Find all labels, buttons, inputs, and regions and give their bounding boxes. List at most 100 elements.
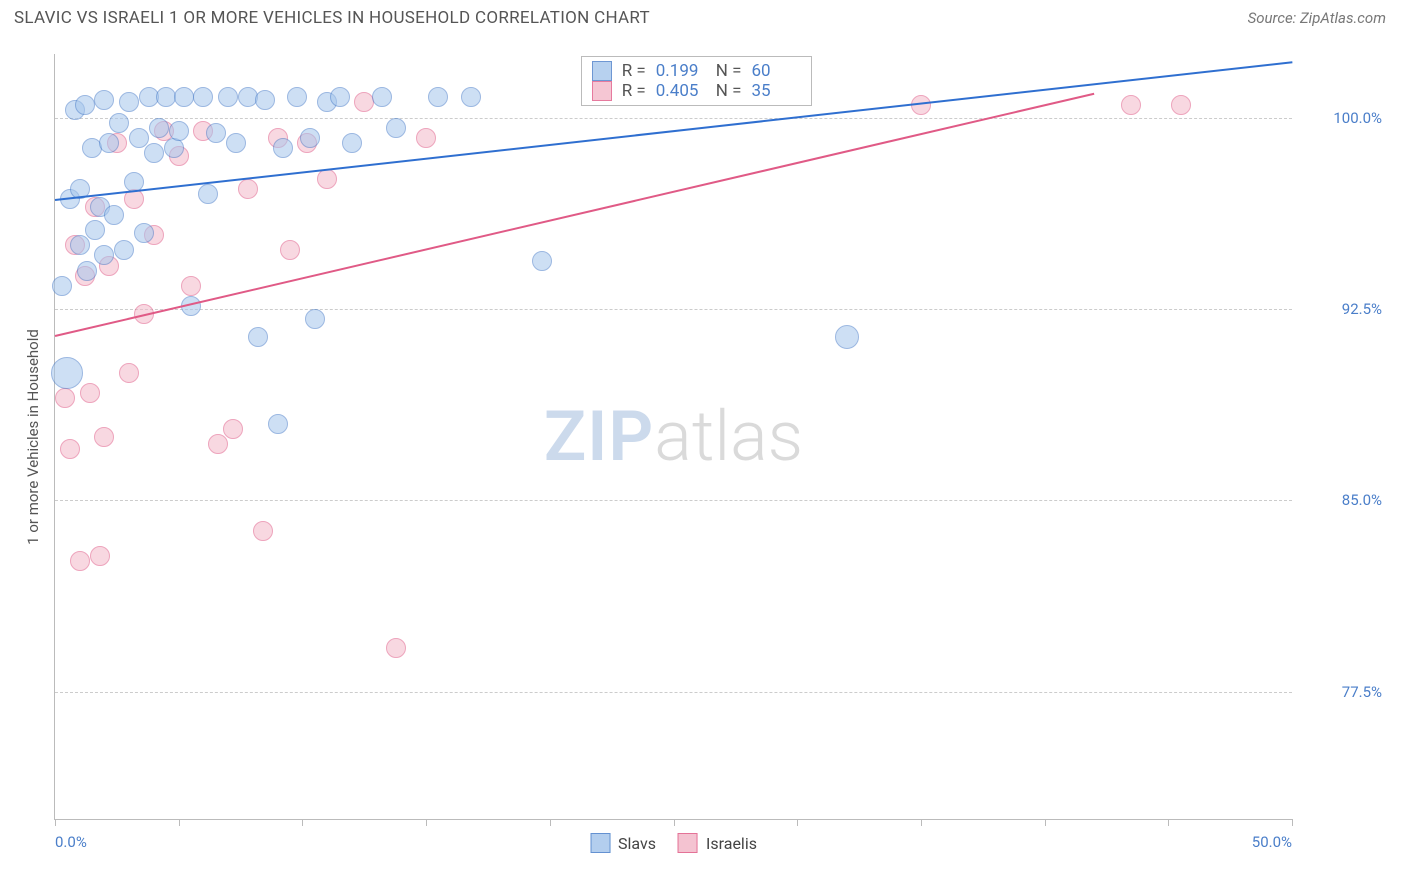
slavs-point (330, 87, 350, 107)
legend-item-slavs: Slavs (590, 833, 656, 853)
gridline (55, 309, 1292, 310)
n-label: N = (716, 81, 742, 101)
israelis-point (317, 169, 337, 189)
slavs-point (134, 223, 154, 243)
x-tick (1292, 819, 1293, 826)
slavs-point (287, 87, 307, 107)
israelis-point (55, 388, 75, 408)
legend-item-israelis: Israelis (678, 833, 757, 853)
slavs-point (129, 128, 149, 148)
slavs-point (532, 251, 552, 271)
slavs-point (52, 276, 72, 296)
israelis-point (280, 240, 300, 260)
slavs-point (218, 87, 238, 107)
slavs-point (94, 245, 114, 265)
y-axis-label: 1 or more Vehicles in Household (24, 329, 42, 545)
slavs-point (226, 133, 246, 153)
r-value: 0.199 (656, 61, 706, 81)
slavs-point (372, 87, 392, 107)
slavs-point (169, 121, 189, 141)
israelis-point (238, 179, 258, 199)
israelis-point (70, 551, 90, 571)
gridline (55, 118, 1292, 119)
israelis-point (181, 276, 201, 296)
x-tick (797, 819, 798, 826)
x-tick (1168, 819, 1169, 826)
r-label: R = (622, 61, 646, 81)
r-label: R = (622, 81, 646, 101)
slavs-point (104, 205, 124, 225)
slavs-point (206, 123, 226, 143)
slavs-point (342, 133, 362, 153)
stats-row-israelis: R = 0.405 N = 35 (592, 81, 802, 101)
slavs-point (255, 90, 275, 110)
watermark-zip: ZIP (544, 396, 654, 478)
n-value: 60 (751, 61, 801, 81)
slavs-legend-swatch (590, 833, 610, 853)
israelis-swatch (592, 81, 612, 101)
watermark: ZIPatlas (544, 396, 803, 478)
slavs-swatch (592, 61, 612, 81)
gridline (55, 500, 1292, 501)
slavs-point (99, 133, 119, 153)
legend-label: Slavs (618, 834, 656, 853)
slavs-point (273, 138, 293, 158)
y-tick-label: 92.5% (1302, 300, 1382, 318)
stats-row-slavs: R = 0.199 N = 60 (592, 61, 802, 81)
slavs-point (268, 414, 288, 434)
legend-label: Israelis (706, 834, 757, 853)
x-tick-label: 50.0% (1252, 833, 1292, 851)
israelis-point (119, 363, 139, 383)
israelis-point (90, 546, 110, 566)
x-tick (550, 819, 551, 826)
slavs-point (248, 327, 268, 347)
x-tick (1045, 819, 1046, 826)
israelis-point (386, 638, 406, 658)
slavs-point (428, 87, 448, 107)
israelis-point (223, 419, 243, 439)
y-tick-label: 85.0% (1302, 491, 1382, 509)
y-tick-label: 77.5% (1302, 683, 1382, 701)
x-tick (302, 819, 303, 826)
watermark-atlas: atlas (654, 396, 803, 478)
israelis-point (1171, 95, 1191, 115)
slavs-point (70, 235, 90, 255)
slavs-point (51, 357, 83, 389)
israelis-legend-swatch (678, 833, 698, 853)
slavs-point (149, 118, 169, 138)
israelis-point (80, 383, 100, 403)
slavs-point (77, 261, 97, 281)
stats-box: R = 0.199 N = 60 R = 0.405 N = 35 (581, 56, 813, 106)
chart-header: SLAVIC VS ISRAELI 1 OR MORE VEHICLES IN … (0, 0, 1406, 36)
x-tick (674, 819, 675, 826)
gridline (55, 692, 1292, 693)
israelis-point (60, 439, 80, 459)
israelis-point (253, 521, 273, 541)
slavs-point (461, 87, 481, 107)
n-label: N = (716, 61, 742, 81)
x-tick-label: 0.0% (55, 833, 87, 851)
chart-source: Source: ZipAtlas.com (1248, 9, 1386, 27)
slavs-point (85, 220, 105, 240)
slavs-point (144, 143, 164, 163)
slavs-point (119, 92, 139, 112)
slavs-point (305, 309, 325, 329)
slavs-point (193, 87, 213, 107)
y-tick-label: 100.0% (1302, 109, 1382, 127)
chart-container: 1 or more Vehicles in Household ZIPatlas… (14, 44, 1392, 880)
x-tick (55, 819, 56, 826)
slavs-point (300, 128, 320, 148)
slavs-point (75, 95, 95, 115)
slavs-point (114, 240, 134, 260)
israelis-point (94, 427, 114, 447)
slavs-point (386, 118, 406, 138)
plot-area: 1 or more Vehicles in Household ZIPatlas… (54, 54, 1292, 820)
israelis-point (208, 434, 228, 454)
slavs-point (109, 113, 129, 133)
chart-title: SLAVIC VS ISRAELI 1 OR MORE VEHICLES IN … (14, 8, 650, 28)
slavs-point (164, 138, 184, 158)
n-value: 35 (751, 81, 801, 101)
r-value: 0.405 (656, 81, 706, 101)
legend: Slavs Israelis (590, 833, 757, 853)
israelis-point (1121, 95, 1141, 115)
